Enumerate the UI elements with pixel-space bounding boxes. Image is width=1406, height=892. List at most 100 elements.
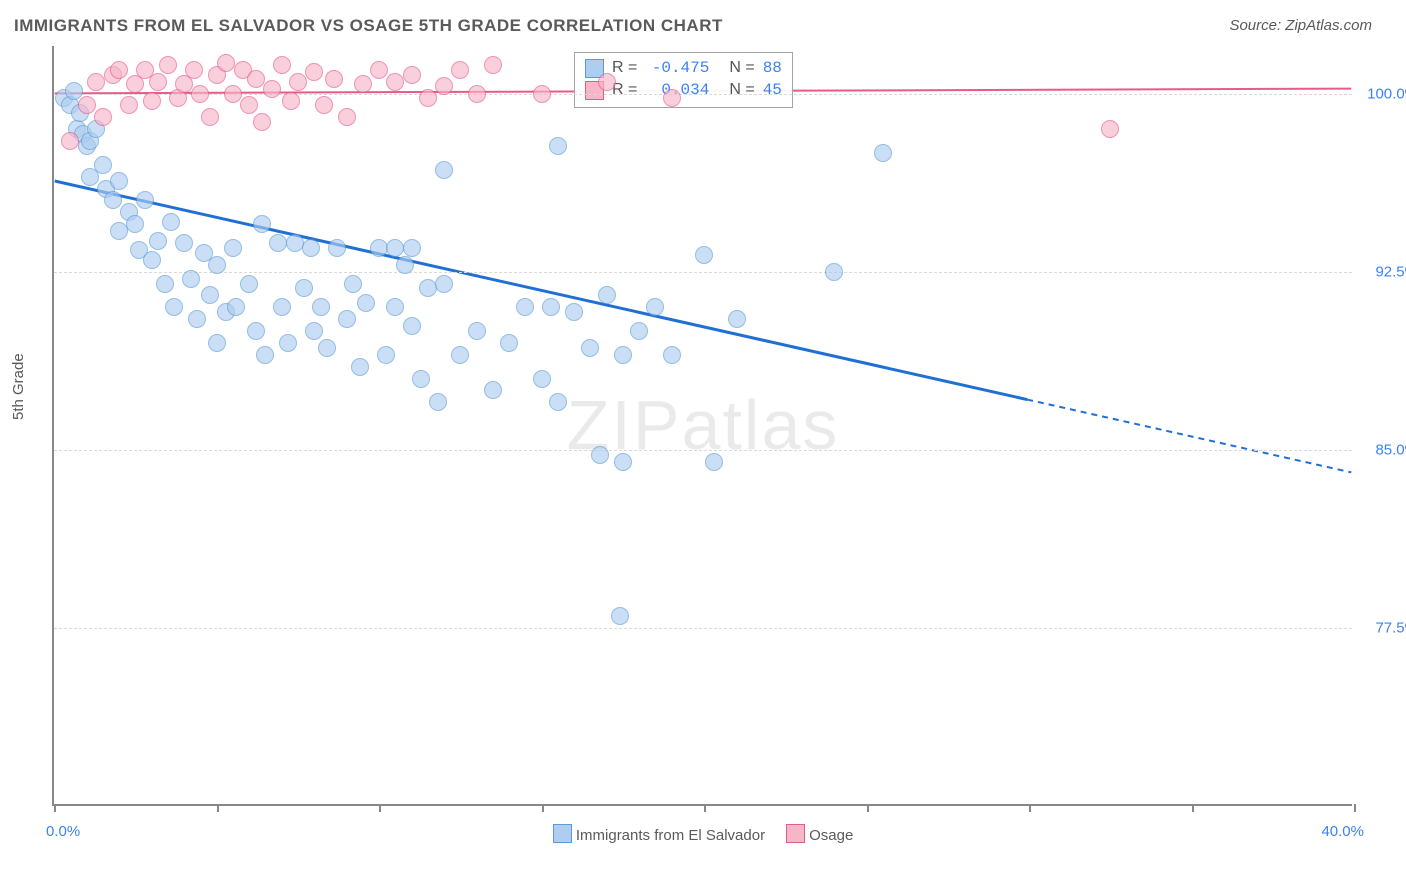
data-point [403,66,421,84]
data-point [598,286,616,304]
data-point [565,303,583,321]
data-point [516,298,534,316]
data-point [663,89,681,107]
data-point [295,279,313,297]
data-point [825,263,843,281]
data-point [165,298,183,316]
x-tick [54,804,56,812]
y-tick-label: 92.5% [1375,263,1406,280]
data-point [435,275,453,293]
data-point [302,239,320,257]
data-point [581,339,599,357]
data-point [435,77,453,95]
data-point [630,322,648,340]
data-point [175,234,193,252]
data-point [247,70,265,88]
data-point [110,61,128,79]
data-point [377,346,395,364]
x-tick [867,804,869,812]
data-point [695,246,713,264]
data-point [104,191,122,209]
data-point [728,310,746,328]
data-point [289,73,307,91]
data-point [403,239,421,257]
data-point [256,346,274,364]
data-point [412,370,430,388]
x-tick [542,804,544,812]
data-point [1101,120,1119,138]
data-point [110,172,128,190]
data-point [451,61,469,79]
data-point [325,70,343,88]
data-point [224,85,242,103]
data-point [188,310,206,328]
data-point [120,96,138,114]
data-point [451,346,469,364]
data-point [614,346,632,364]
data-point [227,298,245,316]
x-tick [1354,804,1356,812]
data-point [500,334,518,352]
data-point [663,346,681,364]
data-point [240,96,258,114]
data-point [149,232,167,250]
gridline [54,272,1352,273]
data-point [549,393,567,411]
x-tick [217,804,219,812]
data-point [542,298,560,316]
data-point [484,56,502,74]
legend-label: Immigrants from El Salvador [576,827,765,844]
gridline [54,94,1352,95]
data-point [279,334,297,352]
data-point [253,113,271,131]
data-point [549,137,567,155]
x-tick [1029,804,1031,812]
data-point [247,322,265,340]
data-point [354,75,372,93]
data-point [143,251,161,269]
data-point [874,144,892,162]
data-point [136,191,154,209]
legend-label: Osage [809,827,853,844]
data-point [182,270,200,288]
data-point [159,56,177,74]
data-point [185,61,203,79]
data-point [351,358,369,376]
data-point [78,96,96,114]
data-point [263,80,281,98]
data-point [396,256,414,274]
data-point [143,92,161,110]
data-point [253,215,271,233]
data-point [646,298,664,316]
data-point [282,92,300,110]
data-point [61,132,79,150]
x-tick [704,804,706,812]
gridline [54,450,1352,451]
data-point [370,61,388,79]
data-point [305,63,323,81]
y-axis-label: 5th Grade [10,353,27,420]
data-point [357,294,375,312]
data-point [533,370,551,388]
data-point [338,310,356,328]
data-point [429,393,447,411]
data-point [328,239,346,257]
data-point [94,108,112,126]
chart-plot-area: ZIPatlas R =-0.475N =88R =0.034N =45 0.0… [52,46,1352,806]
data-point [305,322,323,340]
data-point [273,298,291,316]
chart-title: IMMIGRANTS FROM EL SALVADOR VS OSAGE 5TH… [14,16,723,36]
data-point [240,275,258,293]
data-point [286,234,304,252]
gridline [54,628,1352,629]
data-point [533,85,551,103]
data-point [224,239,242,257]
data-point [591,446,609,464]
data-point [318,339,336,357]
data-point [94,156,112,174]
data-point [149,73,167,91]
data-point [386,298,404,316]
source-label: Source: ZipAtlas.com [1229,17,1372,34]
series-legend: Immigrants from El Salvador Osage [54,824,1352,844]
data-point [273,56,291,74]
